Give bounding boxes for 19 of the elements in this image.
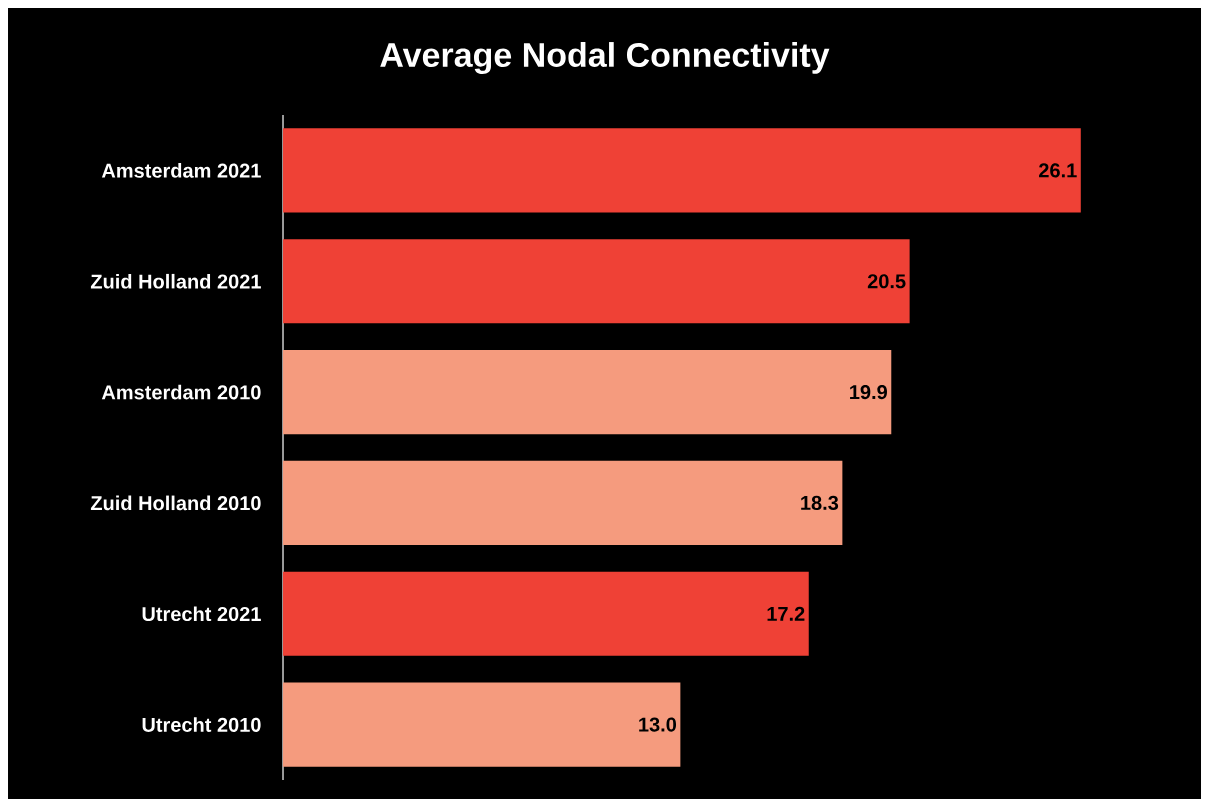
bar	[283, 682, 681, 767]
y-tick-label: Amsterdam 2021	[101, 163, 261, 178]
bar	[283, 460, 843, 546]
y-tick-label: Zuid Holland 2021	[90, 273, 261, 289]
bar	[283, 571, 809, 656]
chart-title: Average Nodal Connectivity	[380, 42, 830, 74]
y-tick-label: Zuid Holland 2010	[90, 495, 261, 511]
data-label: 13.0	[639, 717, 677, 732]
bar	[283, 128, 1081, 213]
bar	[283, 349, 892, 435]
data-label: 19.9	[850, 385, 887, 400]
data-label: 26.1	[1039, 163, 1077, 178]
data-label: 17.2	[767, 606, 805, 621]
bar	[283, 239, 910, 324]
y-tick-label: Utrecht 2010	[142, 717, 261, 732]
y-tick-label: Amsterdam 2010	[101, 384, 261, 400]
data-label: 20.5	[867, 274, 906, 289]
y-tick-label: Utrecht 2021	[142, 606, 261, 622]
data-label: 18.3	[801, 495, 839, 510]
